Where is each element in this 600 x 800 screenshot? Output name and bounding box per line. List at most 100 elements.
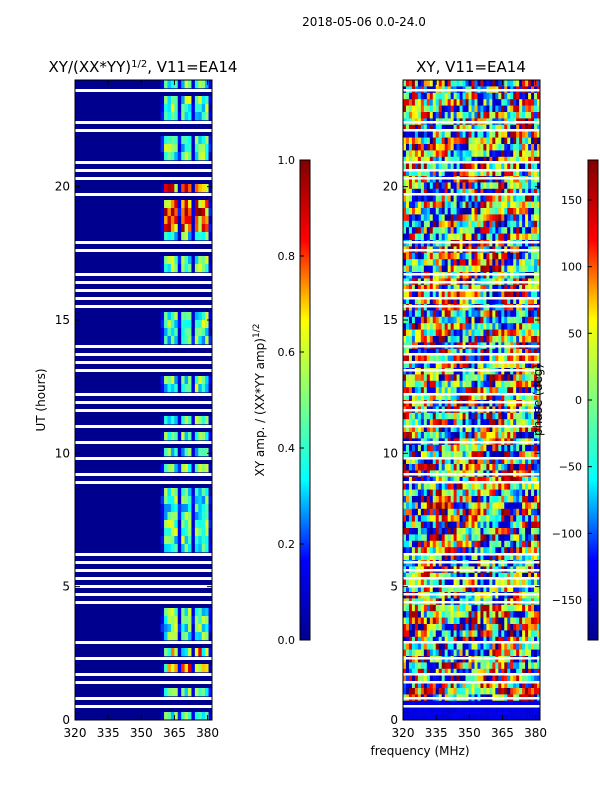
phase-cell: [471, 214, 475, 222]
phase-cell: [426, 291, 431, 298]
phase-cell: [432, 432, 437, 439]
phase-cell: [489, 348, 493, 356]
phase-cell: [408, 297, 413, 305]
amplitude-cell: [177, 152, 182, 161]
phase-cell: [486, 521, 490, 529]
phase-cell: [480, 284, 484, 292]
phase-cell: [534, 643, 538, 650]
amplitude-cell: [194, 504, 199, 513]
phase-cell: [408, 476, 413, 484]
phase-cell: [423, 662, 428, 670]
phase-cell: [462, 662, 466, 670]
phase-cell: [420, 297, 425, 305]
phase-cell: [474, 323, 478, 330]
amplitude-cell: [208, 464, 213, 473]
phase-cell: [534, 112, 538, 119]
phase-cell: [507, 316, 511, 324]
phase-cell: [486, 547, 490, 554]
phase-cell: [414, 502, 419, 510]
phase-cell: [447, 220, 451, 228]
amplitude-cell: [184, 520, 189, 529]
amplitude-cell: [170, 136, 175, 145]
phase-cell: [411, 284, 416, 292]
amplitude-cell: [205, 376, 209, 385]
phase-cell: [408, 265, 413, 273]
amplitude-cell: [177, 112, 182, 121]
amplitude-cell: [198, 488, 203, 497]
phase-cell: [486, 393, 490, 401]
phase-cell: [513, 604, 517, 612]
phase-cell: [525, 348, 529, 356]
amplitude-cell: [198, 432, 203, 441]
phase-cell: [462, 630, 466, 638]
phase-cell: [480, 412, 484, 420]
phase-cell: [531, 99, 535, 106]
phase-cell: [471, 508, 475, 516]
phase-cell: [447, 380, 451, 388]
phase-cell: [414, 630, 419, 638]
phase-cell: [534, 464, 538, 471]
phase-cell: [507, 105, 511, 113]
phase-cell: [471, 649, 475, 657]
phase-cell: [486, 144, 490, 151]
phase-cell: [528, 323, 532, 330]
phase-cell: [501, 195, 505, 202]
phase-cell: [477, 131, 481, 138]
phase-cell: [435, 329, 440, 337]
phase-cell: [537, 393, 541, 401]
phase-cell: [453, 502, 457, 510]
phase-cell: [414, 534, 419, 542]
phase-cell: [513, 163, 517, 170]
phase-cell: [495, 316, 499, 324]
phase-cell: [498, 99, 502, 106]
phase-cell: [435, 144, 440, 151]
phase-cell: [486, 425, 490, 433]
phase-cell: [444, 624, 448, 631]
phase-cell: [468, 323, 472, 330]
phase-cell: [447, 233, 451, 241]
phase-cell: [519, 233, 523, 241]
phase-cell: [426, 451, 431, 458]
phase-cell: [522, 489, 526, 497]
amplitude-cell: [164, 208, 168, 217]
phase-cell: [504, 585, 508, 593]
phase-cell: [459, 220, 463, 228]
phase-cell: [405, 284, 410, 292]
amplitude-cell: [194, 104, 199, 113]
phase-cell: [489, 323, 493, 330]
phase-cell: [459, 182, 463, 190]
phase-cell: [507, 374, 511, 382]
phase-cell: [498, 182, 502, 190]
amplitude-cell: [160, 416, 165, 425]
phase-cell: [534, 265, 538, 273]
phase-cell: [435, 540, 440, 548]
phase-cell: [403, 380, 407, 388]
phase-cell: [453, 604, 457, 612]
phase-cell: [495, 515, 499, 522]
y-tick-label: 20: [55, 180, 70, 194]
amplitude-cell: [167, 152, 172, 161]
phase-cell: [489, 630, 493, 638]
phase-cell: [525, 425, 529, 433]
phase-cell: [513, 336, 517, 343]
phase-cell: [405, 265, 410, 273]
phase-cell: [474, 310, 478, 318]
amplitude-cell: [188, 632, 192, 641]
phase-cell: [471, 144, 475, 151]
phase-cell: [426, 284, 431, 292]
phase-cell: [432, 496, 437, 503]
phase-cell: [507, 214, 511, 222]
phase-cell: [516, 624, 520, 631]
phase-cell: [534, 92, 538, 100]
phase-cell: [510, 425, 514, 433]
phase-cell: [468, 380, 472, 388]
phase-cell: [504, 361, 508, 369]
phase-cell: [504, 457, 508, 465]
phase-cell: [456, 649, 460, 657]
phase-cell: [528, 112, 532, 119]
phase-cell: [525, 214, 529, 222]
phase-heatmap: [403, 80, 541, 721]
phase-cell: [510, 80, 514, 87]
phase-cell: [441, 259, 445, 266]
phase-cell: [498, 323, 502, 330]
